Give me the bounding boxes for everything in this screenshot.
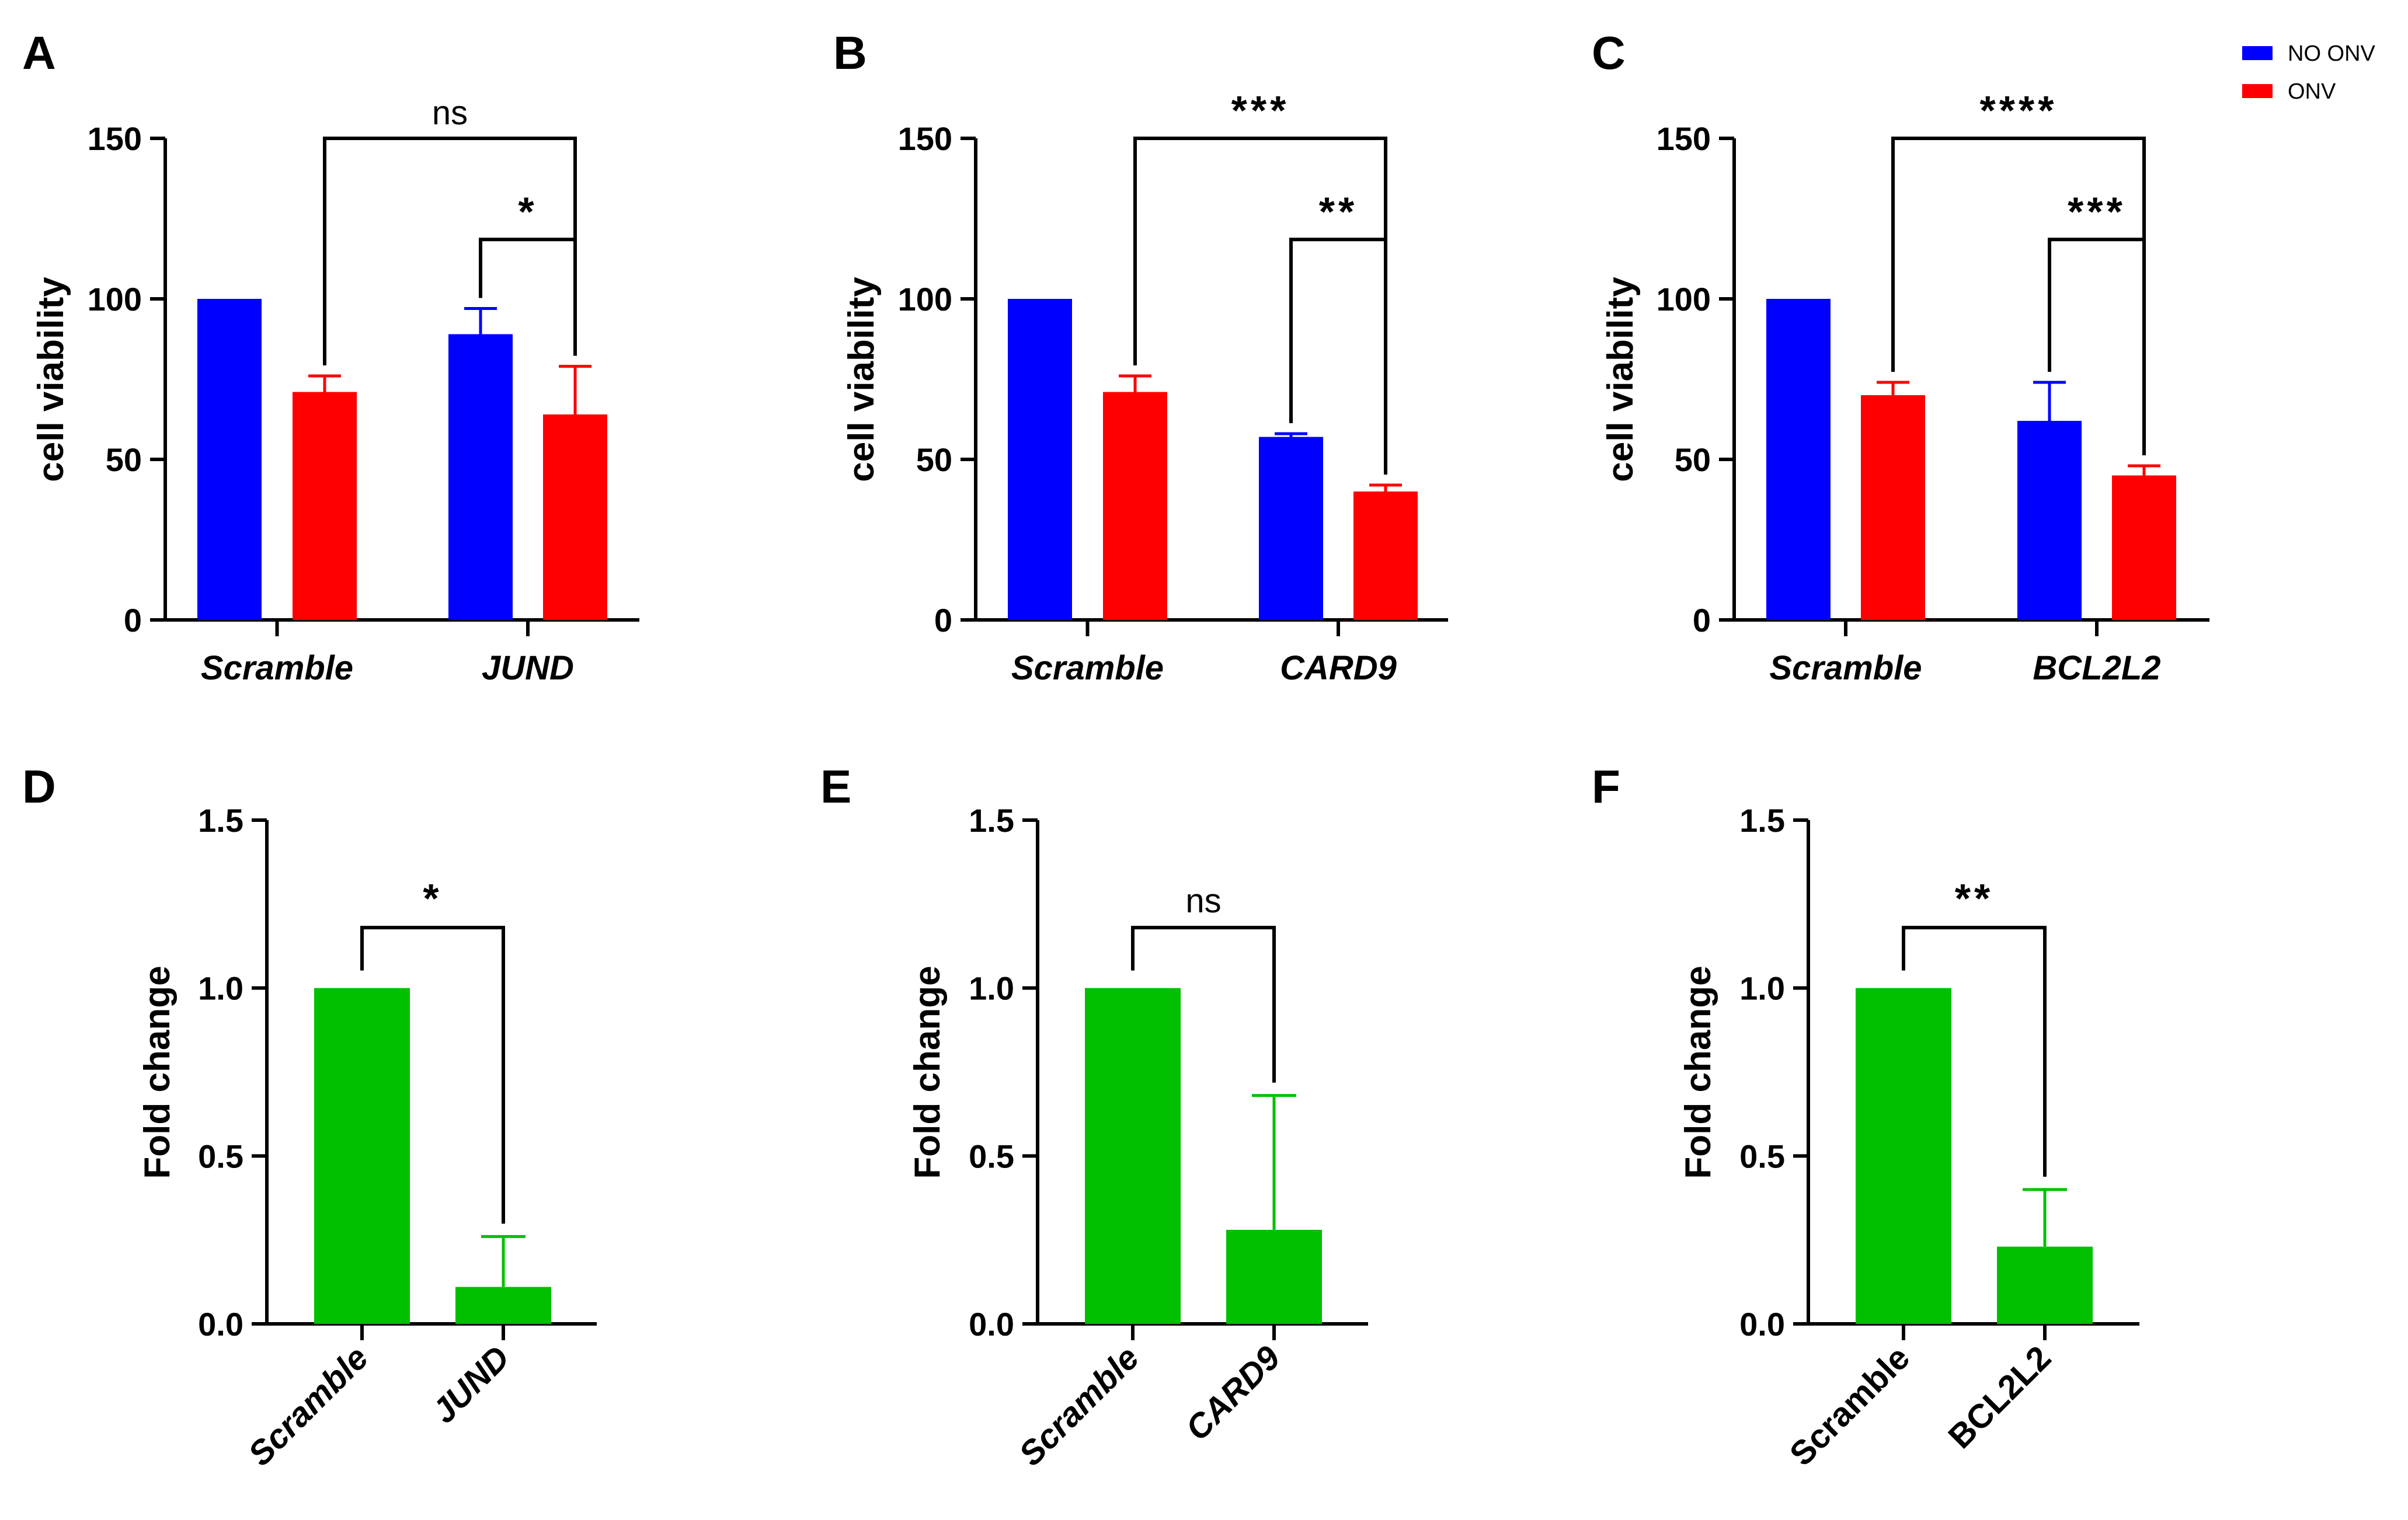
- bar: [1259, 437, 1323, 620]
- significance-label: **: [1319, 189, 1358, 234]
- significance-bracket: [323, 137, 577, 365]
- legend-label-no-onv: NO ONV: [2288, 41, 2376, 66]
- panel-letter: A: [22, 27, 56, 79]
- y-tick-label: 0.5: [1739, 1138, 1785, 1174]
- significance-bracket: [2048, 238, 2144, 372]
- bar: [1085, 988, 1181, 1324]
- y-axis-title: cell viability: [841, 277, 882, 482]
- y-axis-title: cell viability: [31, 277, 71, 482]
- legend: NO ONV ONV: [2242, 41, 2376, 104]
- significance-label: ns: [432, 94, 468, 132]
- y-axis-title: cell viability: [1600, 277, 1641, 482]
- bar: [2112, 475, 2176, 620]
- x-tick-label: Scramble: [1769, 649, 1922, 687]
- y-tick-label: 50: [916, 441, 952, 478]
- bar: [543, 414, 607, 620]
- panel-letter: C: [1592, 27, 1626, 79]
- legend-swatch-no-onv: [2242, 46, 2273, 60]
- legend-label-onv: ONV: [2288, 79, 2336, 104]
- x-tick-label: Scramble: [1012, 1338, 1147, 1473]
- y-tick-label: 0: [124, 602, 142, 639]
- panel-e: E 0.0 0.5 1.0 1.5 Fold change Scramble CARD9 ns: [820, 761, 1368, 1473]
- y-tick-label: 100: [1657, 281, 1711, 318]
- y-tick-label: 50: [106, 441, 142, 478]
- x-tick-label: BCL2L2: [2033, 649, 2160, 687]
- panel-c: C 0 50 100 150 cell viability Scramble BCL2L2 **…: [1592, 27, 2209, 687]
- significance-label: ***: [2068, 189, 2126, 234]
- significance-label: *: [518, 189, 537, 234]
- bar: [455, 1287, 551, 1324]
- significance-bracket: [1131, 926, 1276, 1083]
- y-tick-label: 50: [1675, 441, 1711, 478]
- y-tick-label: 100: [898, 281, 952, 318]
- y-tick-label: 0.5: [969, 1138, 1014, 1174]
- bar: [314, 988, 410, 1324]
- x-tick-label: CARD9: [1178, 1338, 1287, 1448]
- x-tick-label: Scramble: [241, 1338, 376, 1473]
- significance-bracket: [479, 238, 575, 298]
- bar: [1856, 988, 1951, 1324]
- bar: [1226, 1229, 1322, 1324]
- legend-swatch-onv: [2242, 84, 2273, 98]
- y-tick-label: 0: [1693, 602, 1711, 639]
- y-tick-label: 0.0: [969, 1306, 1014, 1343]
- panel-a: A 0 50 100 150 cell viability Scramble JUND ns *: [22, 27, 639, 687]
- y-tick-label: 1.0: [198, 970, 243, 1007]
- panel-f: F 0.0 0.5 1.0 1.5 Fold change Scramble BCL2L2 **: [1592, 761, 2139, 1473]
- significance-label: ***: [1231, 88, 1290, 133]
- bar: [293, 392, 357, 620]
- bar: [1353, 491, 1418, 620]
- y-tick-label: 0.5: [198, 1138, 243, 1174]
- y-tick-label: 1.5: [198, 802, 243, 839]
- bar: [1103, 392, 1167, 620]
- significance-label: ns: [1185, 882, 1221, 920]
- y-axis-title: Fold change: [907, 965, 948, 1179]
- bar: [1766, 299, 1831, 620]
- y-tick-label: 150: [88, 120, 142, 157]
- significance-label: ****: [1980, 88, 2058, 133]
- x-tick-label: BCL2L2: [1941, 1338, 2058, 1456]
- y-tick-label: 150: [1657, 120, 1711, 157]
- bar: [2017, 421, 2082, 620]
- x-tick-label: Scramble: [1011, 649, 1164, 687]
- bar: [1008, 299, 1072, 620]
- panel-letter: D: [22, 761, 56, 813]
- x-tick-label: Scramble: [201, 649, 353, 687]
- y-axis-title: Fold change: [137, 965, 178, 1179]
- bar: [197, 299, 262, 620]
- y-tick-label: 1.0: [1739, 970, 1785, 1007]
- y-tick-label: 1.0: [969, 970, 1014, 1007]
- bar: [1861, 395, 1925, 620]
- x-tick-label: JUND: [482, 649, 574, 687]
- y-tick-label: 0.0: [1739, 1306, 1785, 1343]
- panel-d: D 0.0 0.5 1.0 1.5 Fold change Scramble JUND *: [22, 761, 597, 1473]
- panel-letter: F: [1592, 761, 1620, 813]
- y-tick-label: 100: [88, 281, 142, 318]
- panel-letter: B: [833, 27, 867, 79]
- significance-bracket: [1133, 137, 1387, 475]
- significance-bracket: [1902, 926, 2047, 1177]
- significance-bracket: [1891, 137, 2146, 455]
- y-tick-label: 0.0: [198, 1306, 243, 1343]
- bar: [448, 334, 513, 620]
- significance-label: **: [1955, 876, 1993, 921]
- x-tick-label: CARD9: [1280, 649, 1397, 687]
- y-tick-label: 0: [934, 602, 952, 639]
- panel-letter: E: [820, 761, 851, 813]
- y-tick-label: 1.5: [969, 802, 1014, 839]
- y-axis-title: Fold change: [1678, 965, 1718, 1179]
- x-tick-label: Scramble: [1783, 1338, 1918, 1473]
- y-tick-label: 1.5: [1739, 802, 1785, 839]
- significance-bracket: [360, 926, 505, 1224]
- x-tick-label: JUND: [425, 1338, 517, 1431]
- significance-bracket: [1289, 238, 1386, 423]
- y-tick-label: 150: [898, 120, 952, 157]
- bar: [1997, 1246, 2093, 1324]
- significance-label: *: [423, 876, 442, 921]
